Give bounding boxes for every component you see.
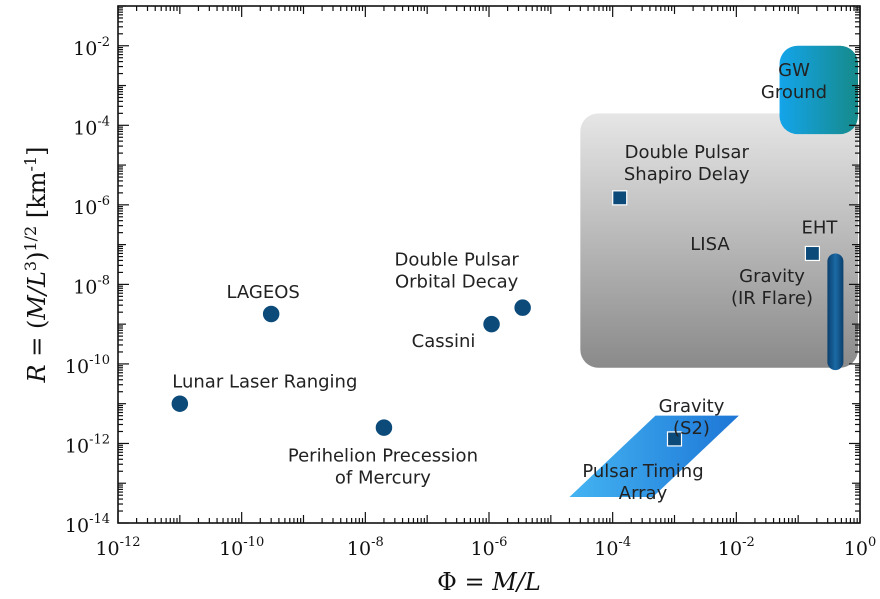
double-pulsar-orbital-decay-label: Double Pulsar Orbital Decay bbox=[395, 250, 520, 293]
y-tick-label: 10-12 bbox=[65, 432, 110, 457]
x-axis-title: Φ = M/L bbox=[437, 568, 541, 596]
x-tick-label: 10-6 bbox=[471, 535, 508, 560]
lunar-laser-ranging-label: Lunar Laser Ranging bbox=[172, 372, 357, 393]
lisa-region bbox=[580, 113, 858, 368]
gravity-ir-flare-bar bbox=[827, 253, 844, 371]
lunar-laser-ranging-marker bbox=[170, 393, 190, 414]
pulsar-timing-array-label: Pulsar Timing Array bbox=[582, 461, 703, 504]
plot-frame bbox=[117, 5, 861, 524]
regions-layer bbox=[569, 45, 858, 498]
x-tick-label: 10-2 bbox=[718, 535, 755, 560]
pulsar-timing-array-region bbox=[569, 415, 739, 498]
points-layer bbox=[170, 190, 844, 447]
gravity-s2-label: Gravity (S2) bbox=[659, 396, 725, 439]
y-tick-label: 10-14 bbox=[65, 512, 110, 537]
double-pulsar-orbital-decay-marker bbox=[512, 297, 533, 318]
labels-layer: 10-12 10-10 10-8 10-6 10-4 10-2 10010-1410-121… bbox=[65, 35, 876, 560]
x-tick-label: 10-4 bbox=[594, 535, 631, 560]
cassini-marker bbox=[481, 314, 502, 334]
y-tick-label: 10-8 bbox=[73, 273, 110, 298]
eht-marker bbox=[804, 245, 821, 262]
gravity-s2-marker bbox=[666, 431, 683, 447]
ticks-layer bbox=[117, 5, 861, 524]
double-pulsar-shapiro-delay-label: Double Pulsar Shapiro Delay bbox=[624, 142, 750, 185]
double-pulsar-shapiro-delay-marker bbox=[612, 190, 628, 206]
x-tick-label: 100 bbox=[844, 535, 876, 560]
gw-ground-region bbox=[779, 45, 858, 135]
y-tick-label: 10-10 bbox=[65, 353, 110, 378]
cassini-label: Cassini bbox=[412, 331, 476, 352]
eht-label: EHT bbox=[801, 217, 838, 238]
x-tick-label: 10-10 bbox=[219, 535, 264, 560]
x-tick-label: 10-12 bbox=[95, 535, 140, 560]
perihelion-precession-label: Perihelion Precession of Mercury bbox=[288, 446, 478, 489]
lageos-marker bbox=[261, 304, 281, 324]
gravity-ir-flare-label: Gravity (IR Flare) bbox=[731, 266, 813, 309]
y-tick-label: 10-2 bbox=[73, 35, 110, 60]
perihelion-precession-marker bbox=[374, 417, 394, 438]
lageos-label: LAGEOS bbox=[226, 282, 299, 303]
y-tick-label: 10-4 bbox=[73, 114, 110, 139]
y-tick-label: 10-6 bbox=[73, 194, 110, 219]
y-axis-title: R = (M/L3)1/2 [km-1] bbox=[21, 147, 52, 384]
gw-ground-label: GW Ground bbox=[761, 60, 827, 103]
lisa-label: LISA bbox=[690, 234, 730, 255]
x-tick-label: 10-8 bbox=[347, 535, 384, 560]
